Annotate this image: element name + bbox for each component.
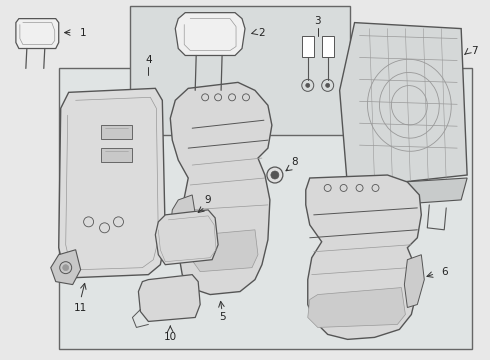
- Polygon shape: [306, 175, 421, 339]
- Polygon shape: [171, 82, 272, 294]
- Text: 8: 8: [292, 157, 298, 167]
- Circle shape: [326, 84, 330, 87]
- Polygon shape: [404, 255, 424, 307]
- Polygon shape: [138, 275, 200, 321]
- Polygon shape: [155, 210, 218, 265]
- Circle shape: [271, 171, 279, 179]
- Circle shape: [63, 265, 69, 271]
- Polygon shape: [59, 88, 165, 278]
- Text: 9: 9: [205, 195, 212, 205]
- Text: 2: 2: [259, 28, 265, 37]
- Circle shape: [267, 167, 283, 183]
- Polygon shape: [171, 195, 196, 248]
- Bar: [59, 68, 472, 349]
- Polygon shape: [51, 250, 81, 285]
- Text: 3: 3: [315, 15, 321, 26]
- Bar: [322, 36, 334, 58]
- Polygon shape: [308, 288, 405, 328]
- Text: 1: 1: [79, 28, 86, 37]
- Text: 4: 4: [145, 55, 152, 66]
- Text: 11: 11: [74, 302, 87, 312]
- Polygon shape: [190, 230, 258, 272]
- Polygon shape: [175, 13, 245, 55]
- Circle shape: [306, 84, 310, 87]
- Text: 6: 6: [441, 267, 447, 276]
- Bar: [130, 6, 349, 135]
- Bar: [100, 148, 132, 162]
- Text: 5: 5: [219, 312, 225, 323]
- Text: 10: 10: [164, 332, 177, 342]
- Bar: [302, 36, 314, 58]
- Text: 7: 7: [471, 45, 477, 55]
- Polygon shape: [16, 19, 59, 49]
- Polygon shape: [347, 178, 467, 208]
- Bar: [100, 125, 132, 139]
- Polygon shape: [340, 23, 467, 188]
